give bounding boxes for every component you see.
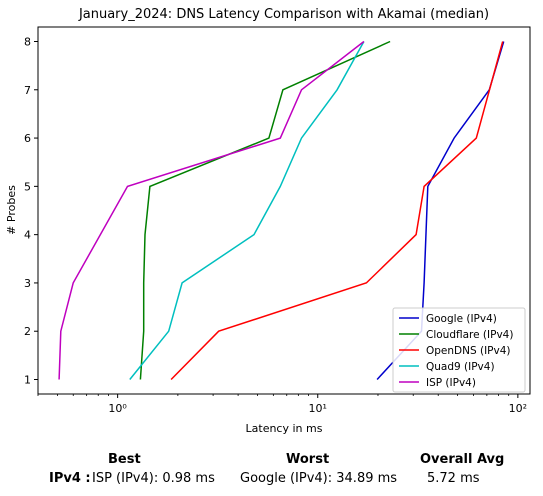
- legend-label-0: Google (IPv4): [426, 313, 497, 325]
- y-tick-label: 4: [24, 229, 31, 242]
- legend-label-3: Quad9 (IPv4): [426, 361, 495, 373]
- series-line-1: [139, 40, 391, 380]
- legend-label-4: ISP (IPv4): [426, 377, 476, 389]
- y-tick-label: 2: [24, 325, 31, 338]
- legend: Google (IPv4) Cloudflare (IPv4) OpenDNS (I…: [392, 307, 526, 393]
- y-tick-label: 7: [24, 84, 31, 97]
- legend-box: [392, 307, 526, 393]
- overall-avg-header: Overall Avg: [420, 452, 505, 467]
- series-line-2: [170, 41, 504, 381]
- series-line-4: [58, 40, 365, 380]
- y-axis-label: # Probes: [5, 185, 18, 235]
- overall-avg-value: 5.72 ms: [427, 471, 480, 486]
- x-tick-label: 10⁰: [108, 402, 127, 415]
- x-tick-label: 10²: [509, 402, 527, 415]
- row-label-ipv4: IPv4 :: [49, 471, 91, 486]
- worst-header: Worst: [286, 452, 330, 467]
- legend-label-1: Cloudflare (IPv4): [426, 329, 513, 341]
- plot-frame: [37, 26, 531, 395]
- y-tick-label: 6: [24, 132, 31, 145]
- y-tick-label: 3: [24, 277, 31, 290]
- x-tick-label: 10¹: [309, 402, 327, 415]
- series-line-3: [129, 41, 365, 380]
- y-tick-label: 8: [24, 35, 31, 48]
- chart-title: January_2024: DNS Latency Comparison wit…: [78, 7, 489, 22]
- best-header: Best: [108, 452, 141, 467]
- plot-area: [58, 40, 505, 381]
- x-axis-label: Latency in ms: [246, 422, 323, 435]
- worst-value: Google (IPv4): 34.89 ms: [240, 471, 398, 486]
- legend-label-2: OpenDNS (IPv4): [426, 345, 511, 357]
- best-value: ISP (IPv4): 0.98 ms: [92, 471, 215, 486]
- y-tick-label: 5: [24, 180, 31, 193]
- axes: 1 2 3 4 5 6 7 8 10⁰ 10¹ 10²: [24, 35, 527, 415]
- y-tick-label: 1: [24, 374, 31, 387]
